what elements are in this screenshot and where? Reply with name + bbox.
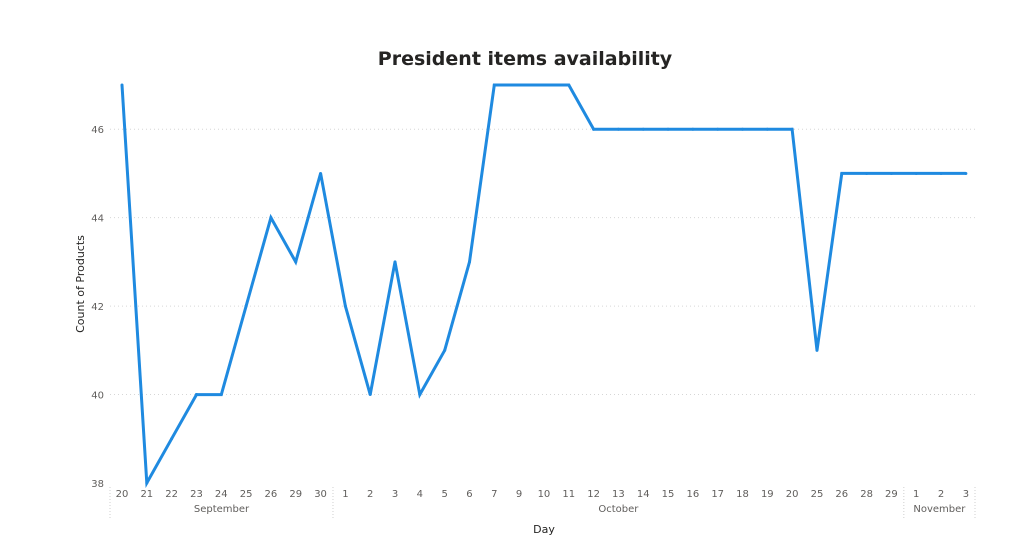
x-tick-label: 17 <box>711 489 724 500</box>
data-point <box>592 127 596 131</box>
series <box>120 83 968 489</box>
y-axis-ticks: 38 40 42 44 46 <box>91 125 104 490</box>
data-point <box>492 83 496 87</box>
data-point <box>194 393 198 397</box>
month-label: October <box>598 504 639 515</box>
x-tick-label: 3 <box>392 489 398 500</box>
data-point <box>269 216 273 220</box>
data-point <box>467 260 471 264</box>
x-tick-label: 11 <box>562 489 575 500</box>
x-tick-label: 9 <box>516 489 522 500</box>
x-tick-label: 21 <box>140 489 153 500</box>
y-tick-label: 42 <box>91 302 104 313</box>
x-tick-label: 19 <box>761 489 774 500</box>
data-point <box>939 171 943 175</box>
data-point <box>567 83 571 87</box>
data-point <box>889 171 893 175</box>
month-label: November <box>913 504 966 515</box>
x-tick-label: 22 <box>165 489 178 500</box>
x-tick-label: 24 <box>215 489 228 500</box>
data-point <box>765 127 769 131</box>
data-point <box>666 127 670 131</box>
data-point <box>741 127 744 131</box>
chart-title: President items availability <box>377 48 673 70</box>
data-point <box>790 127 794 131</box>
data-point <box>294 260 298 264</box>
x-tick-label: 14 <box>637 489 650 500</box>
data-point <box>542 83 546 87</box>
data-point <box>443 348 447 352</box>
month-label: September <box>194 504 250 515</box>
x-axis-ticks: 20 21 22 23 24 25 26 29 30 1 2 3 4 5 6 7 9 10 11 12 13 14 15 16… <box>116 489 969 500</box>
x-tick-label: 29 <box>885 489 898 500</box>
data-point <box>244 304 248 308</box>
x-tick-label: 16 <box>686 489 699 500</box>
data-point <box>964 171 968 175</box>
data-point <box>517 83 521 87</box>
data-point <box>170 437 174 441</box>
x-tick-label: 26 <box>835 489 848 500</box>
data-point <box>840 171 844 175</box>
y-tick-label: 44 <box>91 214 104 225</box>
data-point <box>815 348 819 352</box>
x-tick-label: 23 <box>190 489 203 500</box>
x-tick-label: 6 <box>466 489 472 500</box>
data-point <box>865 171 869 175</box>
data-point <box>120 83 124 87</box>
x-tick-label: 25 <box>811 489 824 500</box>
x-tick-label: 12 <box>587 489 600 500</box>
gridlines <box>110 128 975 396</box>
x-tick-label: 7 <box>491 489 497 500</box>
data-point <box>418 393 422 397</box>
data-point <box>219 393 223 397</box>
y-axis-title: Count of Products <box>74 235 87 333</box>
x-tick-label: 1 <box>342 489 348 500</box>
data-point <box>641 127 645 131</box>
y-tick-label: 46 <box>91 125 104 136</box>
x-tick-label: 20 <box>116 489 129 500</box>
data-point <box>145 481 149 485</box>
x-tick-label: 2 <box>367 489 373 500</box>
x-tick-label: 4 <box>417 489 423 500</box>
data-point <box>368 393 372 397</box>
data-point <box>691 127 695 131</box>
x-tick-label: 15 <box>662 489 675 500</box>
x-tick-label: 3 <box>963 489 969 500</box>
data-point <box>914 171 918 175</box>
x-tick-label: 1 <box>913 489 919 500</box>
data-point <box>616 127 620 131</box>
x-tick-label: 29 <box>289 489 302 500</box>
x-tick-label: 18 <box>736 489 749 500</box>
data-point <box>716 127 720 131</box>
x-tick-label: 13 <box>612 489 625 500</box>
x-axis-title: Day <box>533 523 555 536</box>
x-tick-label: 10 <box>538 489 551 500</box>
x-tick-label: 28 <box>860 489 873 500</box>
x-tick-label: 25 <box>240 489 253 500</box>
x-tick-label: 2 <box>938 489 944 500</box>
series-line <box>120 83 966 489</box>
x-tick-label: 30 <box>314 489 327 500</box>
data-point <box>343 304 347 308</box>
x-tick-label: 5 <box>441 489 447 500</box>
month-labels: September October November <box>109 487 976 518</box>
y-tick-label: 38 <box>91 479 104 490</box>
data-point <box>319 171 323 175</box>
y-tick-label: 40 <box>91 391 104 402</box>
x-tick-label: 20 <box>786 489 799 500</box>
x-tick-label: 26 <box>265 489 278 500</box>
data-point <box>393 260 397 264</box>
